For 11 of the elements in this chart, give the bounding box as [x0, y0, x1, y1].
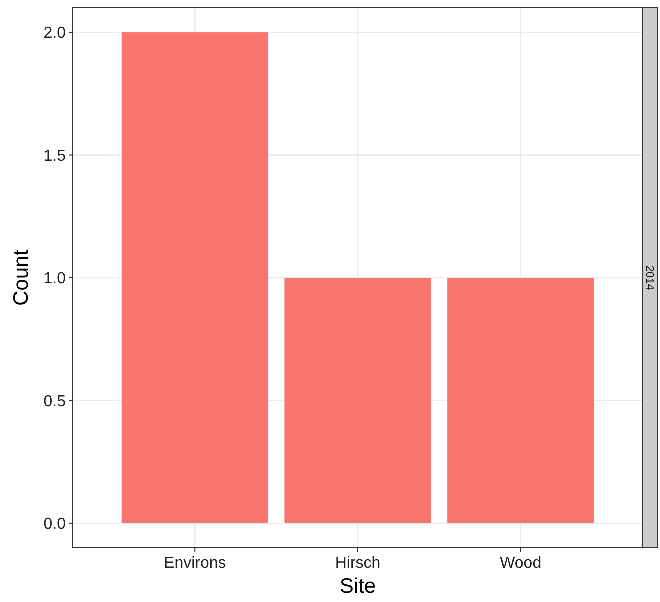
x-tick-label: Wood: [500, 555, 542, 572]
y-tick-label: 1.0: [44, 270, 66, 288]
x-axis-title: Site: [340, 575, 376, 598]
y-tick-label: 0.5: [44, 393, 66, 410]
text: 2014: [644, 266, 656, 290]
y-tick-label: 2.0: [44, 25, 66, 42]
x-tick-label: Hirsch: [335, 555, 381, 572]
y-tick-label: 1.5: [44, 148, 66, 165]
y-axis-title: Count: [10, 250, 33, 306]
y-tick-label: 0.0: [44, 516, 66, 534]
x-tick-label: Environs: [164, 555, 226, 572]
